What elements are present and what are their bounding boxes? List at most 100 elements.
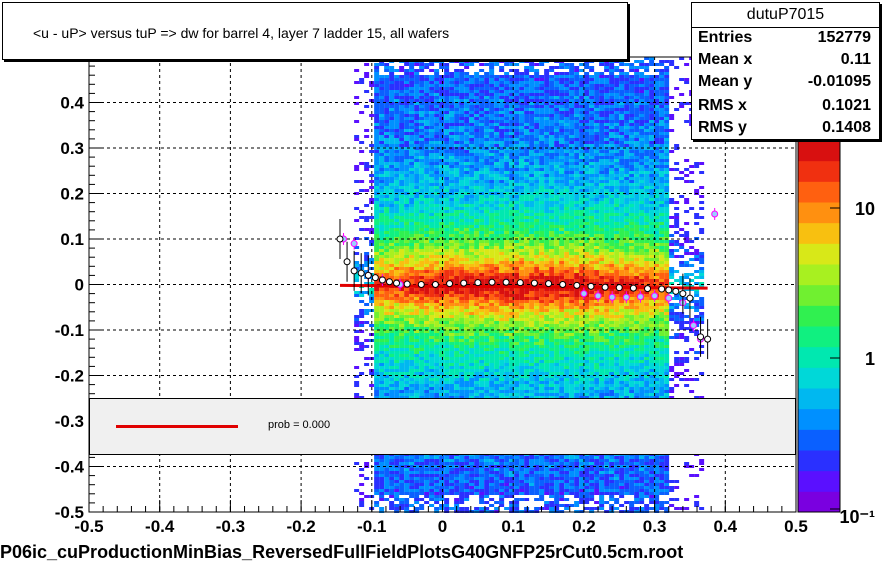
heatmap-cell <box>364 255 370 258</box>
heatmap-cell <box>404 480 410 483</box>
heatmap-cell <box>364 105 370 108</box>
heatmap-cell <box>524 174 530 177</box>
heatmap-cell <box>449 108 455 111</box>
heatmap-cell <box>429 456 435 459</box>
heatmap-cell <box>424 252 430 255</box>
heatmap-cell <box>404 261 410 264</box>
heatmap-cell <box>489 180 495 183</box>
heatmap-cell <box>474 234 480 237</box>
heatmap-cell <box>489 216 495 219</box>
heatmap-cell <box>394 96 400 99</box>
heatmap-cell <box>524 108 530 111</box>
heatmap-cell <box>374 96 380 99</box>
heatmap-cell <box>434 201 440 204</box>
heatmap-cell <box>414 138 420 141</box>
heatmap-cell <box>504 129 510 132</box>
heatmap-cell <box>504 81 510 84</box>
heatmap-cell <box>519 498 525 501</box>
heatmap-cell <box>479 276 485 279</box>
heatmap-cell <box>434 168 440 171</box>
heatmap-cell <box>524 189 530 192</box>
heatmap-cell <box>529 303 535 306</box>
heatmap-cell <box>534 324 540 327</box>
heatmap-cell <box>444 492 450 495</box>
heatmap-cell <box>429 222 435 225</box>
heatmap-cell <box>479 96 485 99</box>
heatmap-cell <box>504 303 510 306</box>
heatmap-cell <box>529 129 535 132</box>
heatmap-cell <box>479 144 485 147</box>
heatmap-cell <box>469 375 475 378</box>
heatmap-cell <box>454 276 460 279</box>
heatmap-cell <box>479 489 485 492</box>
heatmap-cell <box>494 243 500 246</box>
heatmap-cell <box>434 477 440 480</box>
heatmap-cell <box>519 168 525 171</box>
heatmap-cell <box>454 225 460 228</box>
heatmap-cell <box>469 138 475 141</box>
heatmap-cell <box>424 183 430 186</box>
heatmap-cell <box>454 327 460 330</box>
heatmap-cell <box>534 225 540 228</box>
heatmap-cell <box>519 129 525 132</box>
heatmap-cell <box>424 108 430 111</box>
heatmap-cell <box>449 129 455 132</box>
heatmap-cell <box>429 93 435 96</box>
heatmap-cell <box>459 159 465 162</box>
heatmap-cell <box>409 273 415 276</box>
heatmap-cell <box>484 507 490 510</box>
heatmap-cell <box>499 117 505 120</box>
heatmap-cell <box>424 111 430 114</box>
heatmap-cell <box>414 129 420 132</box>
heatmap-cell <box>509 78 515 81</box>
heatmap-cell <box>374 270 380 273</box>
heatmap-cell <box>404 81 410 84</box>
heatmap-cell <box>429 219 435 222</box>
heatmap-cell <box>454 135 460 138</box>
heatmap-cell <box>364 495 370 498</box>
heatmap-cell <box>424 90 430 93</box>
heatmap-cell <box>424 384 430 387</box>
heatmap-cell <box>414 492 420 495</box>
heatmap-cell <box>434 498 440 501</box>
heatmap-cell <box>409 132 415 135</box>
heatmap-cell <box>519 105 525 108</box>
heatmap-cell <box>389 297 395 300</box>
heatmap-cell <box>459 132 465 135</box>
heatmap-cell <box>529 486 535 489</box>
heatmap-cell <box>374 318 380 321</box>
heatmap-cell <box>474 60 480 63</box>
heatmap-cell <box>459 492 465 495</box>
heatmap-cell <box>464 327 470 330</box>
heatmap-cell <box>364 252 370 255</box>
heatmap-cell <box>479 357 485 360</box>
heatmap-cell <box>449 345 455 348</box>
heatmap-cell <box>424 372 430 375</box>
heatmap-cell <box>449 396 455 399</box>
heatmap-cell <box>439 126 445 129</box>
heatmap-cell <box>479 123 485 126</box>
heatmap-cell <box>379 246 385 249</box>
heatmap-cell <box>389 240 395 243</box>
heatmap-cell <box>374 321 380 324</box>
heatmap-cell <box>374 198 380 201</box>
heatmap-cell <box>444 216 450 219</box>
heatmap-cell <box>404 498 410 501</box>
heatmap-cell <box>384 255 390 258</box>
heatmap-cell <box>474 327 480 330</box>
heatmap-cell <box>374 456 380 459</box>
heatmap-cell <box>534 150 540 153</box>
heatmap-cell <box>369 228 375 231</box>
heatmap-cell <box>489 141 495 144</box>
heatmap-cell <box>489 114 495 117</box>
heatmap-cell <box>379 321 385 324</box>
heatmap-cell <box>414 177 420 180</box>
heatmap-cell <box>529 78 535 81</box>
heatmap-cell <box>404 111 410 114</box>
heatmap-cell <box>419 171 425 174</box>
heatmap-cell <box>384 105 390 108</box>
heatmap-cell <box>529 162 535 165</box>
heatmap-cell <box>524 315 530 318</box>
heatmap-cell <box>444 360 450 363</box>
heatmap-cell <box>464 240 470 243</box>
